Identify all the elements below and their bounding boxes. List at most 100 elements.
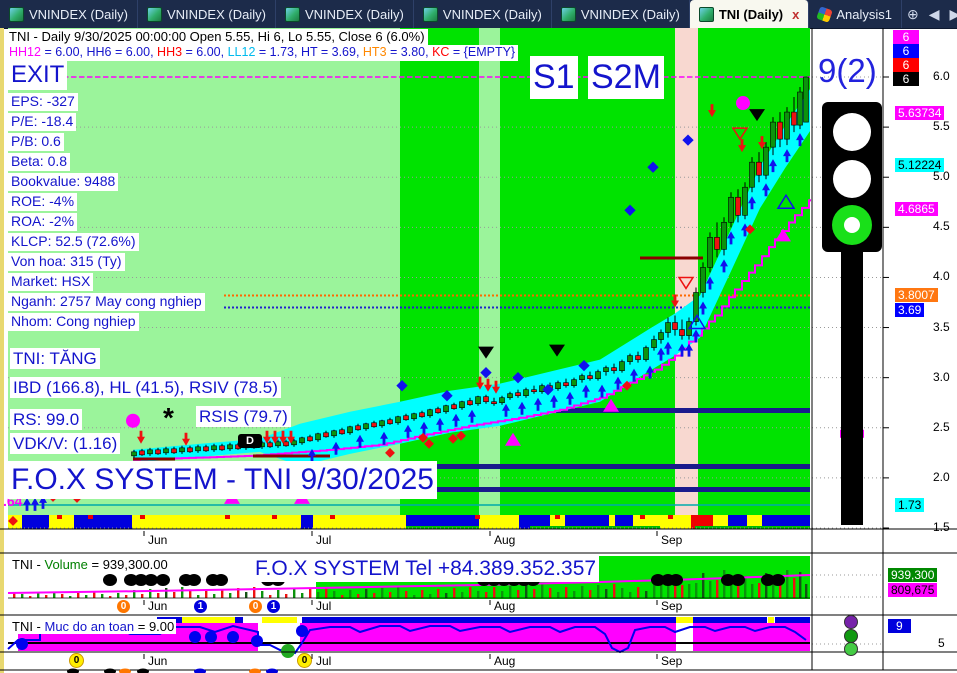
safety-title-value: = 9.00 (134, 619, 175, 634)
rsis-label: RSIS (79.7) (196, 406, 291, 428)
ribbon-red-tick (640, 515, 645, 519)
month-label: Aug (494, 654, 516, 668)
info-item: Nhom: Cong nghiep (8, 313, 139, 331)
safety-badge: 0 (297, 653, 312, 668)
close-price-flag: 6 (893, 72, 919, 86)
status-dot (844, 629, 858, 643)
price-axis-tick: 5.0 (933, 169, 950, 184)
safety-strip-seg (676, 617, 693, 623)
price-axis-tick: 3.0 (933, 369, 950, 384)
info-item: P/B: 0.6 (8, 133, 64, 151)
param-segment: HT (300, 45, 318, 59)
param-segment: HT3 (362, 45, 387, 59)
prev-arrow-icon[interactable]: ◀ (928, 5, 940, 22)
volume-title-name: Volume (44, 557, 88, 572)
chart-icon (284, 6, 300, 22)
status-dot (844, 615, 858, 629)
ribbon-red-tick (88, 515, 93, 519)
tab-vnindex-daily-[interactable]: VNINDEX (Daily) (414, 0, 552, 28)
d-signal-badge: D (238, 434, 262, 448)
info-item: Market: HSX (8, 273, 94, 291)
ibd-label: IBD (166.8), HL (41.5), RSIV (78.5) (10, 377, 281, 399)
exit-label: EXIT (8, 60, 68, 90)
traffic-light-icon (822, 102, 882, 252)
safety-panel-title: TNI - Muc do an toan = 9.00 (10, 619, 177, 634)
ribbon-red-tick (555, 515, 560, 519)
ribbon-red-tick (668, 515, 673, 519)
next-arrow-icon[interactable]: ▶ (949, 5, 957, 22)
tab-analysis1[interactable]: Analysis1 (809, 0, 903, 28)
tab-bar: VNINDEX (Daily) VNINDEX (Daily) VNINDEX (D… (0, 0, 957, 29)
volume-watermark: F.O.X SYSTEM Tel +84.389.352.357 (252, 556, 600, 583)
price-level-flag: 3.69 (895, 303, 925, 317)
ribbon-blue-seg (22, 515, 49, 529)
window-edge (0, 28, 4, 673)
tab-tni-daily-[interactable]: TNI (Daily) x (689, 0, 810, 28)
chart-icon (422, 6, 438, 22)
ribbon-red-tick (475, 515, 480, 519)
chart-title: TNI - Daily 9/30/2025 00:00:00 Open 5.55… (6, 29, 428, 46)
indicator-params: HH12 = 6.00, HH6 = 6.00, HH3 = 6.00, LL1… (6, 45, 519, 61)
ribbon-blue-seg (406, 515, 479, 529)
vdk-label: VDK/V: (1.16) (10, 433, 121, 455)
month-label: Jul (316, 654, 332, 668)
price-level-flag: 5.63734 (895, 106, 945, 121)
volume-value-flag: 939,300 (888, 568, 938, 582)
price-level-flag: 1.73 (895, 497, 925, 512)
info-item: KLCP: 52.5 (72.6%) (8, 233, 139, 251)
safety-value-flag: 9 (888, 619, 911, 633)
safety-title-symbol: TNI - (12, 619, 45, 634)
info-item: Nganh: 2757 May cong nghiep (8, 293, 205, 311)
tab-vnindex-daily-[interactable]: VNINDEX (Daily) (0, 0, 138, 28)
close-price-flag: 6 (893, 44, 919, 58)
info-item: ROE: -4% (8, 193, 78, 211)
count-label: 9(2) (818, 52, 877, 89)
ribbon-green-edge (406, 526, 479, 529)
ribbon-red-tick (225, 515, 230, 519)
safety-strip-seg (182, 617, 235, 623)
param-segment: = 6.00, (111, 45, 158, 59)
info-item: Bookvalue: 9488 (8, 173, 119, 191)
safety-strip-seg (775, 617, 810, 623)
price-level-flag: 4.6865 (895, 201, 938, 216)
tab-label: VNINDEX (Daily) (166, 6, 266, 22)
ribbon-blue-seg (565, 515, 609, 529)
volume-title-symbol: TNI - (12, 557, 45, 572)
month-label: Aug (494, 599, 516, 613)
safety-strip-seg (693, 617, 767, 623)
price-level-flag: 3.8007 (895, 288, 938, 303)
param-segment: = 3.80, (386, 45, 433, 59)
ribbon-red-tick (330, 515, 335, 519)
price-axis-tick: 3.5 (933, 319, 950, 334)
pink-band (675, 28, 698, 515)
month-label: Jul (316, 599, 332, 613)
month-label: Jun (148, 533, 168, 547)
asterisk-marker: * (163, 402, 174, 433)
safety-badge: 0 (69, 653, 84, 668)
volume-panel-title: TNI - Volume = 939,300.00 (10, 557, 170, 572)
traffic-light-middle (833, 160, 871, 198)
status-dot (844, 642, 858, 656)
ribbon-red-tick (272, 515, 277, 519)
tab-label: VNINDEX (Daily) (442, 6, 542, 22)
tab-vnindex-daily-[interactable]: VNINDEX (Daily) (138, 0, 276, 28)
param-segment: HH6 (86, 45, 112, 59)
month-label: Jun (148, 599, 168, 613)
param-segment: = 6.00, (40, 45, 87, 59)
close-icon[interactable]: x (792, 6, 800, 22)
tab-vnindex-daily-[interactable]: VNINDEX (Daily) (276, 0, 414, 28)
signal-badge: 0 (117, 600, 130, 613)
info-item: Beta: 0.8 (8, 153, 71, 171)
param-segment: HH12 (9, 45, 41, 59)
safety-strip-seg (235, 617, 243, 623)
chart-icon (146, 6, 162, 22)
main-watermark: F.O.X SYSTEM - TNI 9/30/2025 (8, 461, 437, 499)
info-item: EPS: -327 (8, 93, 78, 111)
price-axis-tick: 6.0 (933, 69, 950, 83)
s2m-signal-label: S2M (588, 56, 664, 99)
tab-vnindex-daily-[interactable]: VNINDEX (Daily) (552, 0, 690, 28)
safety-strip-seg (302, 617, 676, 623)
volume-title-value: = 939,300.00 (87, 557, 168, 572)
target-icon[interactable]: ⊕ (907, 5, 919, 22)
price-axis-tick: 1.5 (933, 519, 950, 534)
